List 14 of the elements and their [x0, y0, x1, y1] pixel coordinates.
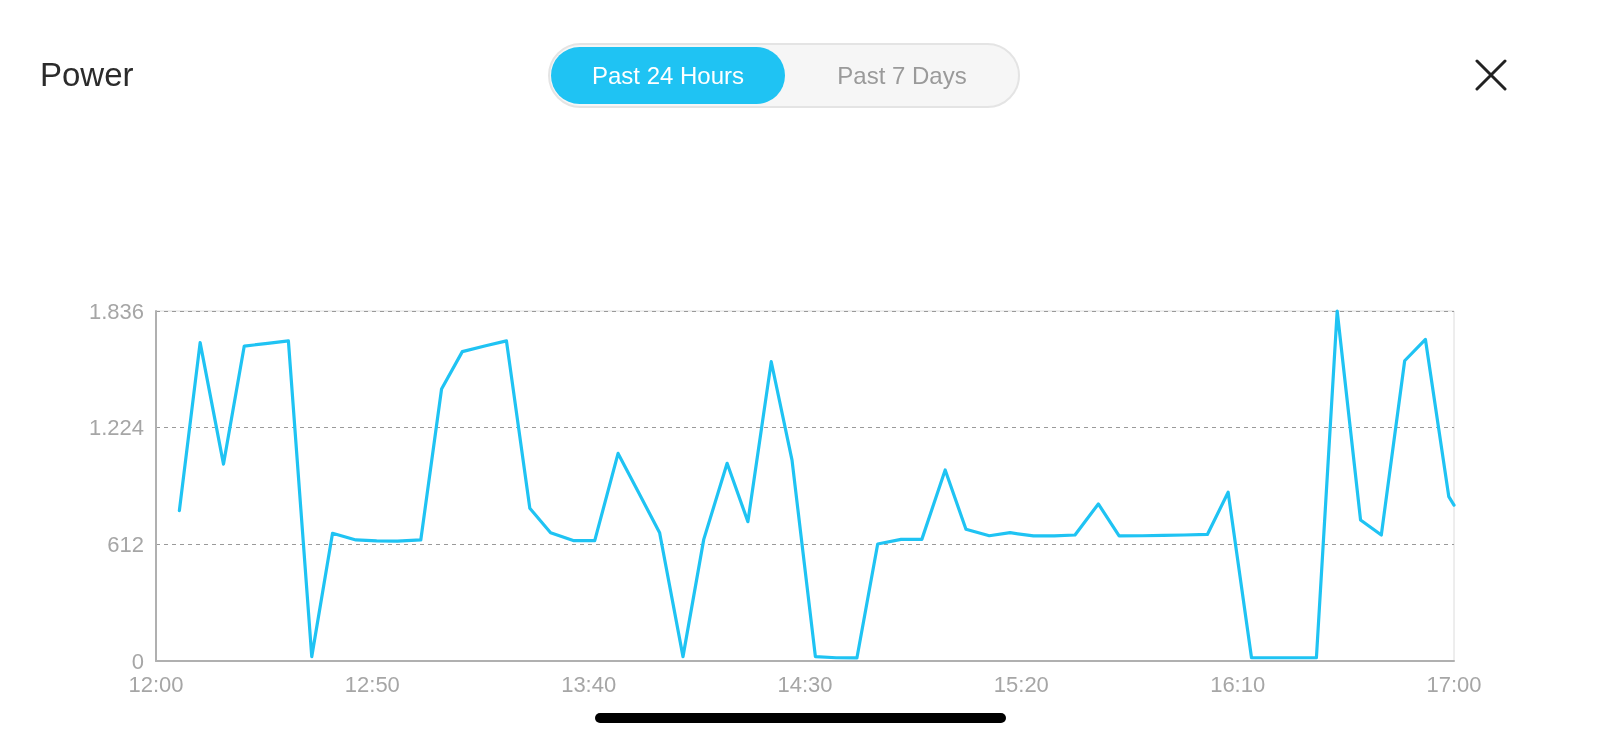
- x-tick-label: 14:30: [777, 671, 833, 697]
- y-tick-label: 0: [131, 648, 144, 674]
- line-series: [177, 309, 1456, 660]
- x-tick-label: 16:10: [1210, 671, 1266, 697]
- y-tick-label: 612: [107, 531, 144, 557]
- x-tick-label: 15:20: [993, 671, 1049, 697]
- y-tick-label: 1.224: [88, 415, 144, 441]
- x-tick-label: 12:00: [128, 671, 184, 697]
- chart-title: Power: [40, 56, 134, 94]
- x-tick-label: 12:50: [344, 671, 400, 697]
- y-tick-label: 1.836: [88, 298, 144, 324]
- segmented-control: Past 24 Hours Past 7 Days: [548, 43, 1020, 108]
- x-tick-label: 17:00: [1426, 671, 1482, 697]
- x-tick-label: 13:40: [561, 671, 617, 697]
